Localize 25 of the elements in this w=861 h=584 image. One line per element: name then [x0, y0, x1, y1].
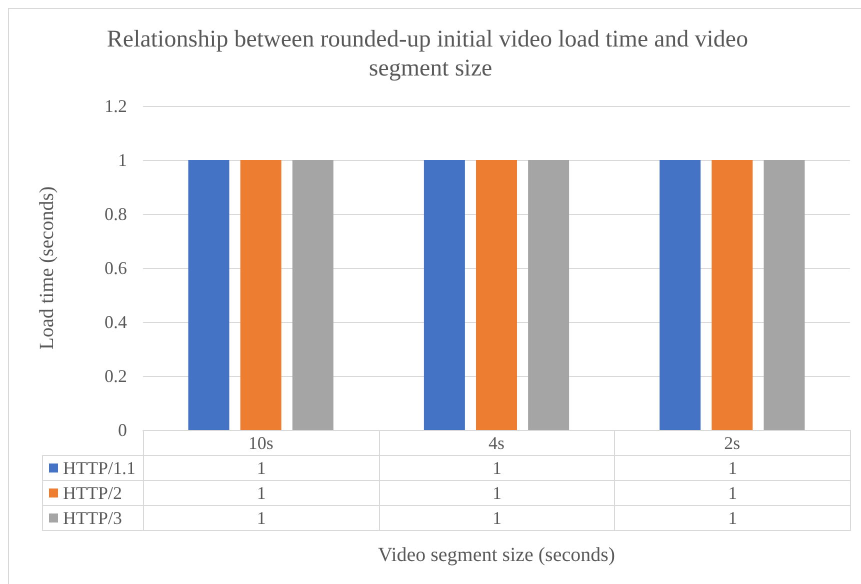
y-tick-label: 0.2	[104, 366, 127, 386]
y-tick-label: 0.8	[104, 204, 127, 224]
x-axis-title: Video segment size (seconds)	[378, 544, 616, 566]
y-tick-label: 0	[118, 420, 127, 440]
data-label: 1	[614, 480, 850, 506]
x-tick-label: 2s	[724, 433, 740, 453]
legend-label: HTTP/3	[63, 508, 122, 528]
y-axis-title: Load time (seconds)	[36, 186, 58, 350]
data-label: 1	[379, 456, 615, 480]
data-label: 1	[144, 456, 380, 480]
chart-title: Relationship between rounded-up initial video load time and video segment size	[106, 26, 754, 82]
y-tick-label: 0.4	[104, 312, 127, 332]
y-tick-label: 0.6	[104, 258, 127, 278]
data-label: 1	[614, 506, 850, 530]
x-tick-label: 10s	[248, 433, 274, 453]
legend-label: HTTP/1.1	[63, 458, 136, 478]
data-label: 1	[144, 506, 380, 530]
data-label: 1	[144, 480, 380, 506]
x-tick-label: 4s	[488, 433, 505, 453]
data-label: 1	[379, 506, 615, 530]
data-label: 1	[379, 480, 615, 506]
y-tick-label: 1	[118, 150, 127, 170]
legend-label: HTTP/2	[63, 483, 122, 503]
data-label: 1	[614, 456, 850, 480]
y-tick-label: 1.2	[104, 96, 127, 116]
